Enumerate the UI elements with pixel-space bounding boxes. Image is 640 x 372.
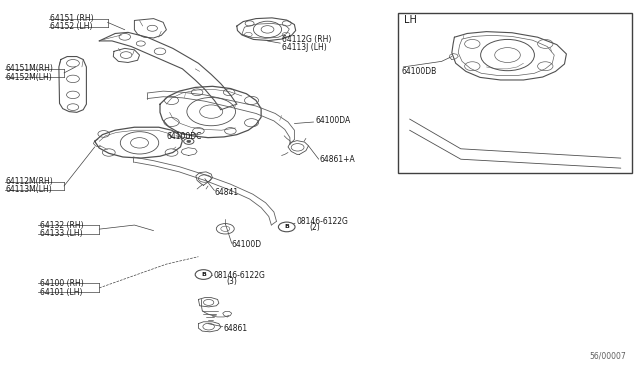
Text: 64152M(LH): 64152M(LH) [5,73,52,81]
Text: LH: LH [404,16,417,25]
Text: (2): (2) [310,223,321,232]
Text: 64152 (LH): 64152 (LH) [50,22,92,31]
Text: 64112M(RH): 64112M(RH) [5,177,53,186]
Text: 64841: 64841 [214,188,239,197]
Text: 64100D: 64100D [232,240,262,249]
Text: 64132 (RH): 64132 (RH) [40,221,83,230]
Text: B: B [284,224,289,230]
Text: B: B [201,272,206,277]
Text: 64112G (RH): 64112G (RH) [282,35,331,44]
Text: 64101 (LH): 64101 (LH) [40,288,82,296]
Text: 56/00007: 56/00007 [589,351,626,360]
Text: 08146-6122G: 08146-6122G [297,217,349,226]
Text: 64861+A: 64861+A [320,155,356,164]
Text: 64151 (RH): 64151 (RH) [50,14,93,23]
Text: 64100DA: 64100DA [316,116,351,125]
Bar [398,13,632,173]
Text: 08146-6122G: 08146-6122G [214,271,266,280]
Text: 64100 (RH): 64100 (RH) [40,279,83,288]
Text: 64113M(LH): 64113M(LH) [5,185,52,194]
Text: 64100DC: 64100DC [166,132,202,141]
Text: 64151M(RH): 64151M(RH) [5,64,53,73]
Circle shape [195,270,212,279]
Text: 64113J (LH): 64113J (LH) [282,43,326,52]
Text: 64861: 64861 [224,324,248,333]
Text: (3): (3) [227,278,237,286]
Text: 64100DB: 64100DB [402,67,437,76]
Circle shape [278,222,295,232]
Text: 64133 (LH): 64133 (LH) [40,229,83,238]
Circle shape [187,140,191,142]
